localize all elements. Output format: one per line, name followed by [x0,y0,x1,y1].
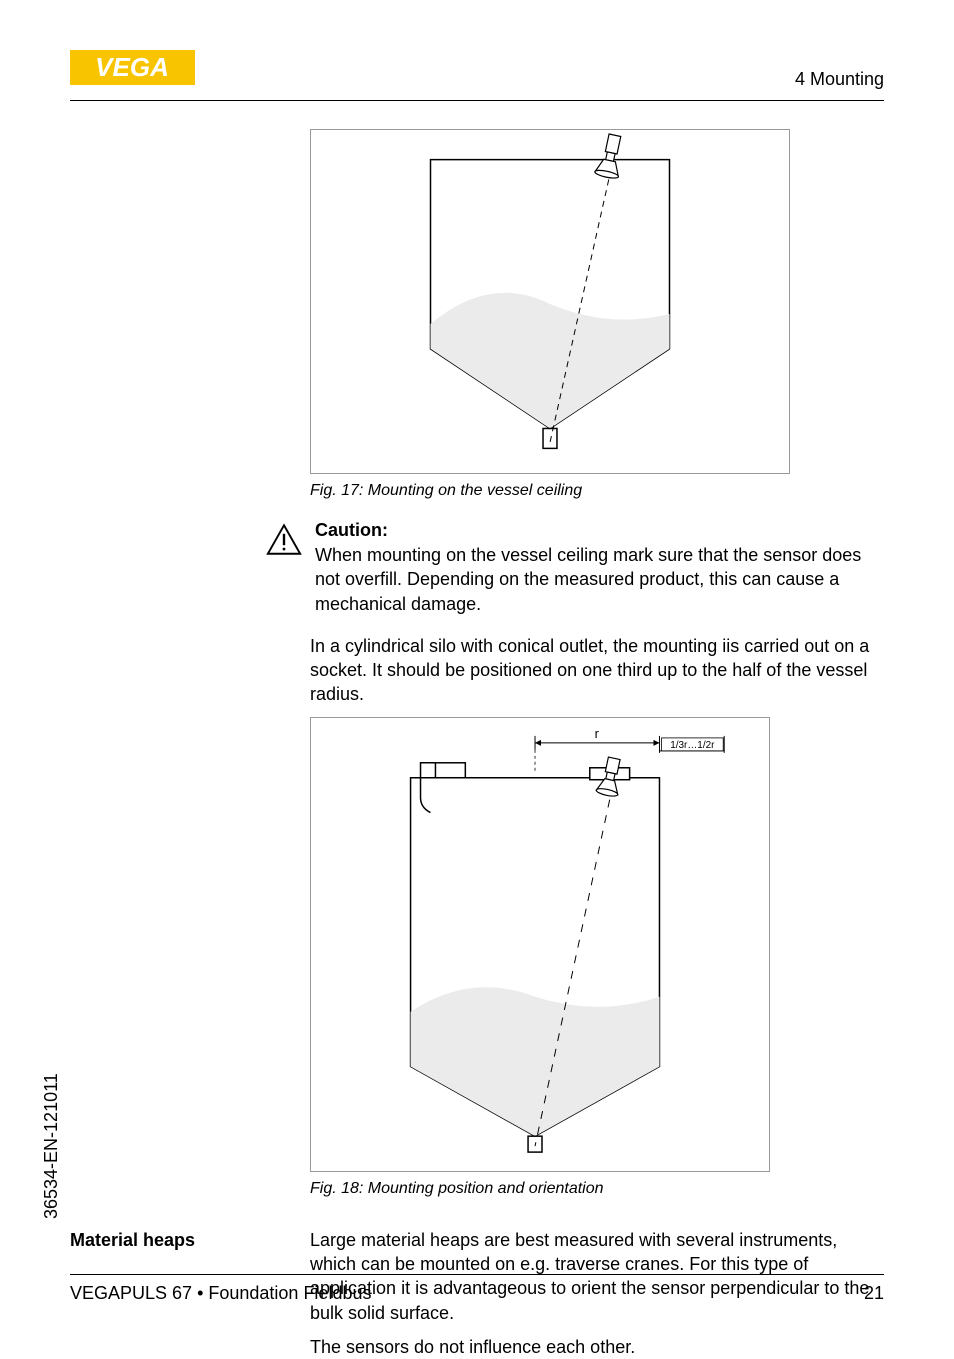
figure-17-caption: Fig. 17: Mounting on the vessel ceiling [310,482,884,500]
page-number: 21 [864,1283,884,1304]
svg-text:VEGA: VEGA [95,52,169,82]
page-header: VEGA 4 Mounting [70,50,884,101]
svg-text:r: r [595,726,600,741]
figure-18-caption: Fig. 18: Mounting position and orientati… [310,1180,884,1198]
caution-title: Caution: [315,520,884,541]
figure-17-frame [310,129,790,474]
page: VEGA 4 Mounting [0,0,954,1354]
figure-17: Fig. 17: Mounting on the vessel ceiling [310,129,884,500]
document-id: 36534-EN-121011 [41,1073,62,1219]
footer-title: VEGAPULS 67 • Foundation Fieldbus [70,1283,371,1304]
material-heaps-para2: The sensors do not influence each other. [310,1335,884,1359]
figure-18-frame: r 1/3r…1/2r [310,717,770,1172]
caution-body: When mounting on the vessel ceiling mark… [315,543,884,616]
page-footer: VEGAPULS 67 • Foundation Fieldbus 21 [70,1274,884,1304]
caution-text: Caution: When mounting on the vessel cei… [315,520,884,616]
caution-block: Caution: When mounting on the vessel cei… [265,520,884,616]
warning-triangle-icon [265,520,315,616]
paragraph-cylindrical-silo: In a cylindrical silo with conical outle… [310,634,884,707]
header-section-label: 4 Mounting [795,69,884,90]
figure-18: r 1/3r…1/2r [310,717,884,1198]
vega-logo: VEGA [70,50,195,90]
svg-text:1/3r…1/2r: 1/3r…1/2r [670,740,715,751]
